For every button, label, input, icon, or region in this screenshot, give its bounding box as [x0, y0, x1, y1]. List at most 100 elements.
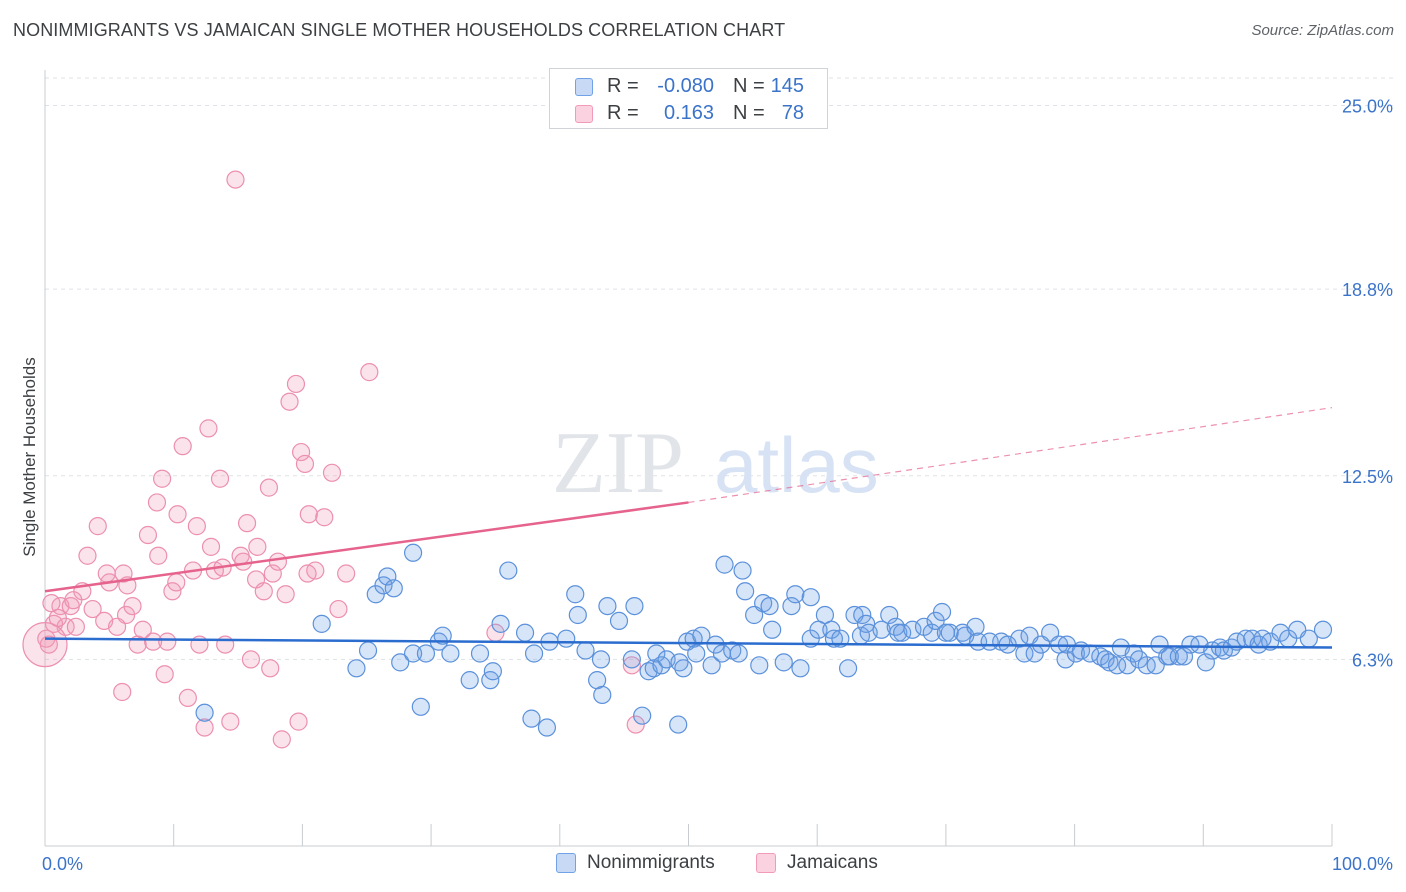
- data-point-jamaicans: [298, 564, 317, 583]
- data-point-jamaicans: [78, 546, 97, 565]
- data-point-nonimmigrants: [750, 656, 769, 675]
- legend-r-label: R =: [607, 102, 639, 124]
- data-point-nonimmigrants: [647, 644, 666, 663]
- data-point-nonimmigrants: [1313, 620, 1333, 639]
- y-tick-labels: 25.0% 18.8% 12.5% 6.3%: [1342, 97, 1393, 671]
- data-point-jamaicans: [149, 546, 168, 565]
- legend-r-value: 0.163: [663, 102, 714, 124]
- x-axis: [44, 70, 1333, 847]
- data-point-nonimmigrants: [729, 644, 748, 663]
- data-point-jamaicans: [88, 517, 107, 536]
- data-point-nonimmigrants: [622, 650, 641, 669]
- trend-lines: [44, 407, 1333, 649]
- data-point-jamaicans: [168, 505, 187, 524]
- chart-source: Source: ZipAtlas.com: [1251, 22, 1394, 39]
- data-point-jamaicans: [622, 656, 641, 675]
- data-point-nonimmigrants: [786, 585, 805, 604]
- data-point-nonimmigrants: [791, 659, 810, 678]
- trend-line-jamaicans: [44, 501, 689, 593]
- data-point-nonimmigrants: [893, 623, 912, 642]
- data-point-nonimmigrants: [922, 623, 941, 642]
- data-point-jamaicans: [272, 730, 291, 749]
- data-point-jamaicans: [39, 635, 58, 654]
- legend-swatch-nonimmigrants: [575, 78, 593, 96]
- watermark: ZIP atlas: [552, 415, 879, 512]
- y-tick-label: 18.8%: [1342, 280, 1393, 300]
- data-point-nonimmigrants: [374, 576, 393, 595]
- legend-swatch-jamaicans: [575, 105, 593, 123]
- data-point-jamaicans: [173, 437, 192, 456]
- data-point-nonimmigrants: [763, 620, 782, 639]
- data-point-jamaicans: [322, 463, 342, 482]
- x-tick-label-min: 0.0%: [42, 854, 83, 874]
- data-point-nonimmigrants: [760, 596, 779, 616]
- legend-label-jamaicans: Jamaicans: [787, 852, 878, 873]
- data-point-jamaicans: [138, 525, 158, 545]
- trend-line-jamaicans-extension: [688, 407, 1333, 504]
- data-point-jamaicans: [22, 621, 68, 668]
- y-tick-label: 12.5%: [1342, 467, 1393, 487]
- data-point-nonimmigrants: [633, 706, 652, 725]
- data-point-jamaicans: [237, 514, 257, 533]
- data-point-jamaicans: [114, 564, 133, 583]
- data-point-jamaicans: [248, 537, 267, 556]
- data-point-nonimmigrants: [557, 629, 576, 648]
- data-point-jamaicans: [187, 517, 206, 536]
- data-point-jamaicans: [195, 718, 214, 737]
- data-point-jamaicans: [626, 715, 645, 734]
- data-point-nonimmigrants: [702, 656, 721, 675]
- data-point-jamaicans: [199, 419, 218, 438]
- x-tick-label-max: 100.0%: [1332, 854, 1393, 874]
- data-point-jamaicans: [210, 469, 230, 488]
- data-point-jamaicans: [280, 392, 299, 411]
- data-point-jamaicans: [261, 659, 280, 678]
- data-point-nonimmigrants: [1174, 647, 1194, 666]
- data-point-nonimmigrants: [674, 659, 693, 678]
- data-point-nonimmigrants: [1056, 650, 1075, 669]
- data-point-nonimmigrants: [391, 653, 410, 672]
- data-point-nonimmigrants: [652, 656, 671, 675]
- data-point-nonimmigrants: [593, 685, 612, 705]
- data-point-nonimmigrants: [358, 641, 378, 660]
- data-point-jamaicans: [221, 712, 240, 731]
- data-point-nonimmigrants: [932, 602, 952, 622]
- data-point-jamaicans: [163, 582, 182, 601]
- legend-swatch-nonimmigrants: [556, 853, 576, 873]
- data-point-nonimmigrants: [378, 567, 397, 586]
- data-point-nonimmigrants: [1196, 653, 1215, 672]
- legend-swatch-jamaicans: [756, 853, 776, 873]
- data-point-nonimmigrants: [470, 644, 490, 663]
- data-point-jamaicans: [259, 478, 279, 497]
- data-point-jamaicans: [254, 582, 273, 601]
- data-point-nonimmigrants: [491, 614, 510, 633]
- data-point-nonimmigrants: [347, 659, 366, 678]
- data-point-jamaicans: [295, 454, 315, 474]
- data-point-jamaicans: [155, 665, 174, 684]
- data-point-nonimmigrants: [801, 588, 820, 607]
- data-point-nonimmigrants: [715, 555, 734, 574]
- y-axis-label: Single Mother Households: [20, 357, 39, 556]
- data-point-nonimmigrants: [522, 709, 541, 728]
- legend-label-nonimmigrants: Nonimmigrants: [587, 852, 715, 873]
- data-point-nonimmigrants: [411, 697, 430, 716]
- data-point-nonimmigrants: [926, 611, 945, 631]
- data-point-nonimmigrants: [566, 585, 585, 604]
- data-point-jamaicans: [337, 564, 356, 583]
- data-point-nonimmigrants: [940, 623, 959, 642]
- data-point-nonimmigrants: [433, 626, 452, 645]
- data-point-nonimmigrants: [312, 614, 331, 633]
- data-point-jamaicans: [268, 552, 288, 571]
- data-point-nonimmigrants: [1118, 656, 1137, 675]
- data-point-jamaicans: [97, 564, 116, 583]
- data-point-nonimmigrants: [774, 653, 793, 672]
- data-point-nonimmigrants: [384, 579, 403, 598]
- data-point-nonimmigrants: [483, 662, 502, 681]
- legend-r-label: R =: [607, 75, 639, 97]
- legend-stats: R = -0.080 N = 145 R = 0.163 N = 78: [549, 68, 828, 129]
- data-point-jamaicans: [292, 442, 311, 462]
- data-point-jamaicans: [276, 585, 295, 604]
- data-point-nonimmigrants: [537, 718, 557, 737]
- data-point-jamaicans: [144, 632, 163, 651]
- data-point-jamaicans: [315, 508, 334, 527]
- data-point-jamaicans: [263, 564, 282, 583]
